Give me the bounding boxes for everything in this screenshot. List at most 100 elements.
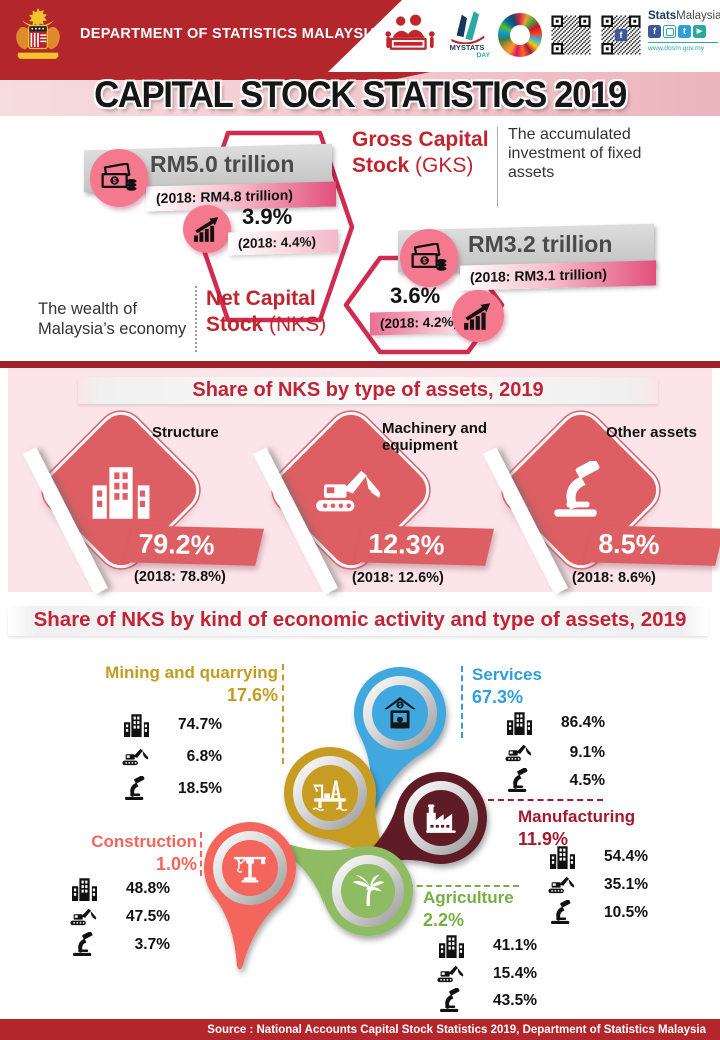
building-icon [90,462,152,519]
mining-label: Mining and quarrying 17.6% [105,663,278,706]
nks-divider [195,286,197,352]
services-label: Services 67.3% [472,665,542,708]
construction-other-row: 3.7% [70,932,170,957]
asset-other-prev: (2018: 8.6%) [572,570,656,586]
gks-prev-banner: (2018: RM4.8 trillion) [146,181,336,212]
gks-growth: 3.9% [242,204,293,229]
mining-leader-line [282,664,284,764]
gks-value: RM5.0 trillion [150,151,295,177]
pin-agriculture [277,842,413,936]
manufacturing-label: Manufacturing 11.9% [518,807,636,850]
mining-machinery-row: 6.8% [122,744,222,769]
excavator-icon [505,740,534,765]
youtube-icon: ▶ [693,25,706,38]
page-title: CAPITAL STOCK STATISTICS 2019 [94,74,627,115]
construction-machinery-row: 47.5% [70,904,170,929]
microscope-icon [552,461,610,519]
growth-chart-icon [463,302,493,330]
manufacturing-structure-row: 54.4% [548,844,648,869]
facebook-qr-center-icon: f [615,29,627,41]
manufacturing-leader-line [488,799,603,801]
pin-construction [204,822,296,970]
growth-chart-icon [193,216,221,242]
manufacturing-other-row: 10.5% [548,900,648,925]
construction-label: Construction 1.0% [91,832,197,875]
title-bar: CAPITAL STOCK STATISTICS 2019 [0,72,720,116]
activity-heading: Share of NKS by kind of economic activit… [33,608,687,631]
excavator-icon [70,904,99,929]
microscope-icon [122,776,151,801]
excavator-icon [437,961,466,986]
brand-stats: Stats [648,10,677,22]
agriculture-label: Agriculture 2.2% [423,888,514,931]
header-logo-panel: MYSTATS DAY f StatsMalaysia f t ▶ www.do… [328,0,720,72]
microscope-icon [70,932,99,957]
footer-bar: Source : National Accounts Capital Stock… [0,1019,720,1040]
mining-other-row: 18.5% [122,776,222,801]
nks-description: The wealth of Malaysia’s economy [38,300,187,338]
gks-divider [497,127,498,207]
agriculture-structure-row: 41.1% [437,933,537,958]
sector-pins [204,667,487,970]
excavator-icon [548,872,577,897]
nks-name: Net Capital Stock (NKS) [206,287,327,337]
money-icon [100,163,138,193]
asset-other-label: Other assets [606,424,697,441]
activity-heading-strip [8,606,708,636]
section-divider [0,361,720,368]
nks-money-badge [400,229,458,287]
asset-structure-label: Structure [152,424,219,441]
agriculture-other-row: 43.5% [437,988,537,1013]
header-bar: DEPARTMENT OF STATISTICS MALAYSIA MYSTAT… [0,0,720,72]
nks-value: RM3.2 trillion [468,231,613,257]
building-icon [122,712,151,737]
source-note: Source : National Accounts Capital Stock… [207,1023,706,1036]
manufacturing-machinery-row: 35.1% [548,872,648,897]
website-url: www.dosm.gov.my [648,42,718,52]
asset-machinery-label: Machinery and equipment [382,420,488,455]
agriculture-machinery-row: 15.4% [437,961,537,986]
construction-leader-line [200,832,202,876]
instagram-icon [663,25,676,38]
sdg-wheel-logo [498,13,542,57]
services-other-row: 4.5% [505,768,605,793]
gks-growth-badge [183,205,231,253]
mystats-day-label: MYSTATS DAY [449,43,490,60]
building-icon [437,933,466,958]
facebook-icon: f [648,25,661,38]
nks-growth-badge [452,290,504,342]
gks-money-badge [90,149,148,207]
microscope-icon [548,900,577,925]
nks-growth: 3.6% [390,283,441,308]
asset-structure-share: 79.2% [123,525,265,566]
money-icon [410,243,448,273]
statsmalaysia-brand: StatsMalaysia f t ▶ www.dosm.gov.my [648,10,720,52]
building-icon [505,710,534,735]
brand-malaysia: Malaysia [676,10,720,22]
services-machinery-row: 9.1% [505,740,605,765]
nks-prev-banner: (2018: RM3.1 trillion) [460,260,656,291]
mystats-day-logo [451,11,485,44]
excavator-icon [122,744,151,769]
services-leader-line [461,666,463,738]
gks-name: Gross Capital Stock (GKS) [352,128,489,178]
gks-description: The accumulated investment of fixed asse… [508,126,642,182]
mining-structure-row: 74.7% [122,712,222,737]
excavator-icon [315,463,387,517]
building-icon [70,876,99,901]
twitter-icon: t [678,25,691,38]
assets-heading: Share of NKS by type of assets, 2019 [192,379,544,401]
gks-growth-prev: (2018: 4.4%) [228,229,338,256]
construction-structure-row: 48.8% [70,876,170,901]
social-icons: f t ▶ [648,25,718,38]
microscope-icon [437,988,466,1013]
microscope-icon [505,768,534,793]
asset-machinery-share: 12.3% [353,525,495,566]
asset-machinery-prev: (2018: 12.6%) [352,570,444,586]
department-title: DEPARTMENT OF STATISTICS MALAYSIA [80,26,379,42]
building-icon [548,844,577,869]
services-structure-row: 86.4% [505,710,605,735]
assets-heading-strip [78,377,658,404]
asset-structure-prev: (2018: 78.8%) [134,569,226,585]
